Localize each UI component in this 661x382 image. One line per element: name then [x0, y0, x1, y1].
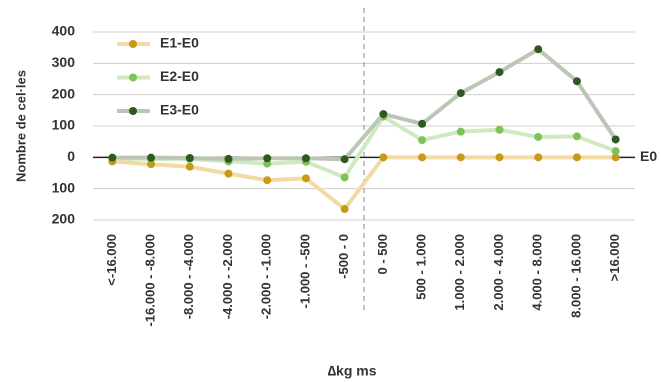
y-tick-label: 200: [52, 85, 76, 101]
data-point: [418, 119, 427, 128]
y-tick-label: 200: [52, 211, 76, 227]
data-point: [340, 205, 349, 214]
data-point: [611, 147, 620, 156]
x-tick-label: -1.000 - -500: [297, 234, 312, 308]
data-point: [611, 135, 620, 144]
data-point: [418, 136, 427, 145]
data-point: [263, 176, 272, 185]
y-tick-label: 0: [67, 148, 75, 164]
data-point: [379, 110, 388, 119]
zero-line-label: E0: [640, 148, 657, 164]
x-tick-label: -16.000 - -8.000: [143, 234, 158, 327]
data-point: [301, 154, 310, 163]
data-point: [495, 68, 504, 77]
data-point: [456, 89, 465, 98]
data-point: [495, 125, 504, 134]
data-point: [224, 169, 233, 178]
x-tick-label: 0 - 500: [375, 234, 390, 274]
y-tick-label: 300: [52, 54, 76, 70]
y-tick-label: 100: [52, 179, 76, 195]
x-tick-label: -500 - 0: [336, 234, 351, 279]
data-point: [147, 153, 156, 162]
data-point: [534, 45, 543, 54]
x-tick-label: -4.000 - -2.000: [220, 234, 235, 319]
series-line: [112, 155, 616, 212]
data-point: [108, 153, 117, 162]
x-tick-label: 4.000 - 8.000: [530, 234, 545, 311]
x-tick-label: -2.000 - -1.000: [259, 234, 274, 319]
series-line: [112, 47, 618, 162]
data-point: [224, 154, 233, 163]
data-point: [418, 153, 427, 162]
data-point: [572, 77, 581, 86]
x-tick-label: 500 - 1.000: [414, 234, 429, 300]
y-tick-label: 100: [52, 117, 76, 133]
data-point: [456, 153, 465, 162]
y-axis-title: Nombre de cel·les: [13, 70, 28, 182]
data-point: [611, 153, 620, 162]
legend-marker: [129, 40, 137, 48]
x-tick-label: >16.000: [607, 234, 622, 281]
y-tick-label: 400: [52, 23, 76, 39]
data-point: [572, 132, 581, 141]
data-point: [301, 174, 310, 183]
data-point: [534, 153, 543, 162]
data-point: [534, 132, 543, 141]
x-tick-label: 1.000 - 2.000: [452, 234, 467, 311]
data-point: [340, 155, 349, 164]
legend-marker: [129, 107, 137, 115]
x-tick-label: 2.000 - 4.000: [491, 234, 506, 311]
data-point: [572, 153, 581, 162]
legend-label: E3-E0: [160, 102, 199, 118]
data-point: [456, 127, 465, 136]
x-tick-label: 8.000 - 16.000: [568, 234, 583, 318]
data-point: [495, 153, 504, 162]
x-axis-title: ∆kg ms: [327, 363, 376, 379]
legend-label: E2-E0: [160, 68, 199, 84]
legend-marker: [129, 73, 137, 82]
data-point: [340, 173, 349, 182]
data-point: [185, 162, 194, 171]
data-point: [379, 153, 388, 162]
data-point: [263, 154, 272, 163]
x-tick-label: -8.000 - -4.000: [181, 234, 196, 319]
data-point: [185, 153, 194, 162]
x-tick-label: <-16.000: [104, 234, 119, 286]
legend-label: E1-E0: [160, 35, 199, 51]
